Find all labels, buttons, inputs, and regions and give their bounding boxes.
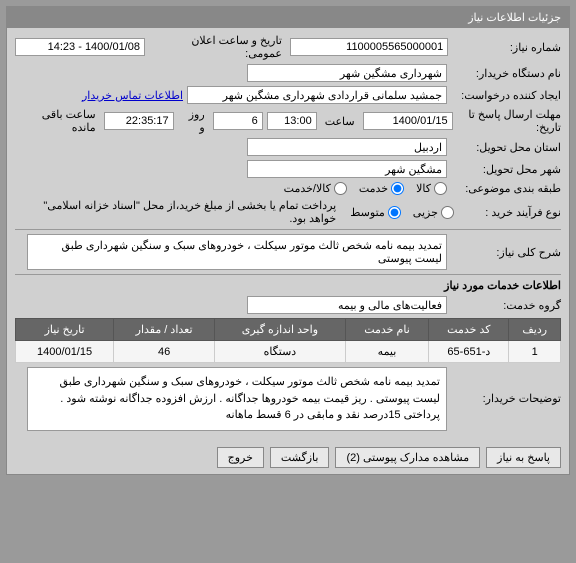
table-header-row: ردیف کد خدمت نام خدمت واحد اندازه گیری ت… — [16, 319, 561, 341]
budget-kala-radio[interactable] — [434, 182, 447, 195]
announce-input[interactable] — [15, 38, 145, 56]
back-button[interactable]: بازگشت — [270, 447, 330, 468]
th-unit: واحد اندازه گیری — [215, 319, 346, 341]
budget-khadamat-radio[interactable] — [391, 182, 404, 195]
announce-label: تاریخ و ساعت اعلان عمومی: — [153, 34, 282, 60]
creator-input[interactable] — [187, 86, 447, 104]
th-code: کد خدمت — [429, 319, 509, 341]
budget-kalakhadamat-label: کالا/خدمت — [284, 182, 331, 195]
budget-radio-group: کالا خدمت کالا/خدمت — [284, 182, 447, 195]
buyer-desc-text: تمدید بیمه نامه شخص ثالث موتور سیکلت ، خ… — [27, 367, 447, 431]
budget-label: طبقه بندی موضوعی: — [451, 182, 561, 195]
payment-note: پرداخت تمام یا بخشی از مبلغ خرید،از محل … — [15, 199, 336, 225]
contact-link[interactable]: اطلاعات تماس خریدار — [82, 89, 183, 102]
budget-khadamat[interactable]: خدمت — [359, 182, 404, 195]
th-row: ردیف — [509, 319, 561, 341]
days-label: روز و — [182, 108, 205, 134]
th-qty: تعداد / مقدار — [114, 319, 215, 341]
th-date: تاریخ نیاز — [16, 319, 114, 341]
service-group-input[interactable] — [247, 296, 447, 314]
buy-type-label: نوع فرآیند خرید : — [458, 206, 561, 219]
city-input[interactable] — [247, 160, 447, 178]
panel-title: جزئیات اطلاعات نیاز — [7, 7, 569, 28]
divider-1 — [15, 229, 561, 230]
buy-motevasset[interactable]: متوسط — [350, 206, 401, 219]
summary-label: شرح کلی نیاز: — [451, 246, 561, 259]
buy-jozi[interactable]: جزیی — [413, 206, 454, 219]
buy-jozi-radio[interactable] — [441, 206, 454, 219]
service-group-label: گروه خدمت: — [451, 299, 561, 312]
td-date: 1400/01/15 — [16, 341, 114, 363]
td-name: بیمه — [345, 341, 429, 363]
td-unit: دستگاه — [215, 341, 346, 363]
divider-2 — [15, 274, 561, 275]
need-no-input[interactable] — [290, 38, 448, 56]
buyer-name-input[interactable] — [247, 64, 447, 82]
remain-label: ساعت باقی مانده — [19, 108, 96, 134]
buy-jozi-label: جزیی — [413, 206, 438, 219]
city-label: شهر محل تحویل: — [451, 163, 561, 176]
services-header: اطلاعات خدمات مورد نیاز — [15, 279, 561, 292]
budget-kala[interactable]: کالا — [416, 182, 447, 195]
respond-button[interactable]: پاسخ به نیاز — [486, 447, 561, 468]
th-name: نام خدمت — [345, 319, 429, 341]
creator-label: ایجاد کننده درخواست: — [451, 89, 561, 102]
services-table: ردیف کد خدمت نام خدمت واحد اندازه گیری ت… — [15, 318, 561, 363]
buyer-name-label: نام دستگاه خریدار: — [451, 67, 561, 80]
days-input[interactable] — [213, 112, 263, 130]
attachments-button[interactable]: مشاهده مدارک پیوستی (2) — [335, 447, 480, 468]
province-label: استان محل تحویل: — [451, 141, 561, 154]
button-row: پاسخ به نیاز مشاهده مدارک پیوستی (2) باز… — [7, 441, 569, 474]
table-row[interactable]: 1 د-651-65 بیمه دستگاه 46 1400/01/15 — [16, 341, 561, 363]
time-label-1: ساعت — [325, 115, 355, 128]
need-no-label: شماره نیاز: — [452, 41, 561, 54]
td-code: د-651-65 — [429, 341, 509, 363]
budget-kalakhadamat-radio[interactable] — [334, 182, 347, 195]
deadline-label: مهلت ارسال پاسخ تا تاریخ: — [457, 108, 561, 134]
remain-time[interactable] — [104, 112, 174, 130]
td-row: 1 — [509, 341, 561, 363]
budget-khadamat-label: خدمت — [359, 182, 388, 195]
main-panel: جزئیات اطلاعات نیاز شماره نیاز: تاریخ و … — [6, 6, 570, 475]
exit-button[interactable]: خروج — [217, 447, 264, 468]
budget-kalakhadamat[interactable]: کالا/خدمت — [284, 182, 347, 195]
buy-motevasset-label: متوسط — [350, 206, 385, 219]
budget-kala-label: کالا — [416, 182, 431, 195]
td-qty: 46 — [114, 341, 215, 363]
buy-type-radio-group: جزیی متوسط — [350, 206, 454, 219]
summary-text: تمدید بیمه نامه شخص ثالث موتور سیکلت ، خ… — [27, 234, 447, 270]
deadline-date[interactable] — [363, 112, 453, 130]
province-input[interactable] — [247, 138, 447, 156]
buy-motevasset-radio[interactable] — [388, 206, 401, 219]
deadline-time[interactable] — [267, 112, 317, 130]
form-area: شماره نیاز: تاریخ و ساعت اعلان عمومی: نا… — [7, 28, 569, 441]
buyer-desc-label: توضیحات خریدار: — [451, 392, 561, 405]
